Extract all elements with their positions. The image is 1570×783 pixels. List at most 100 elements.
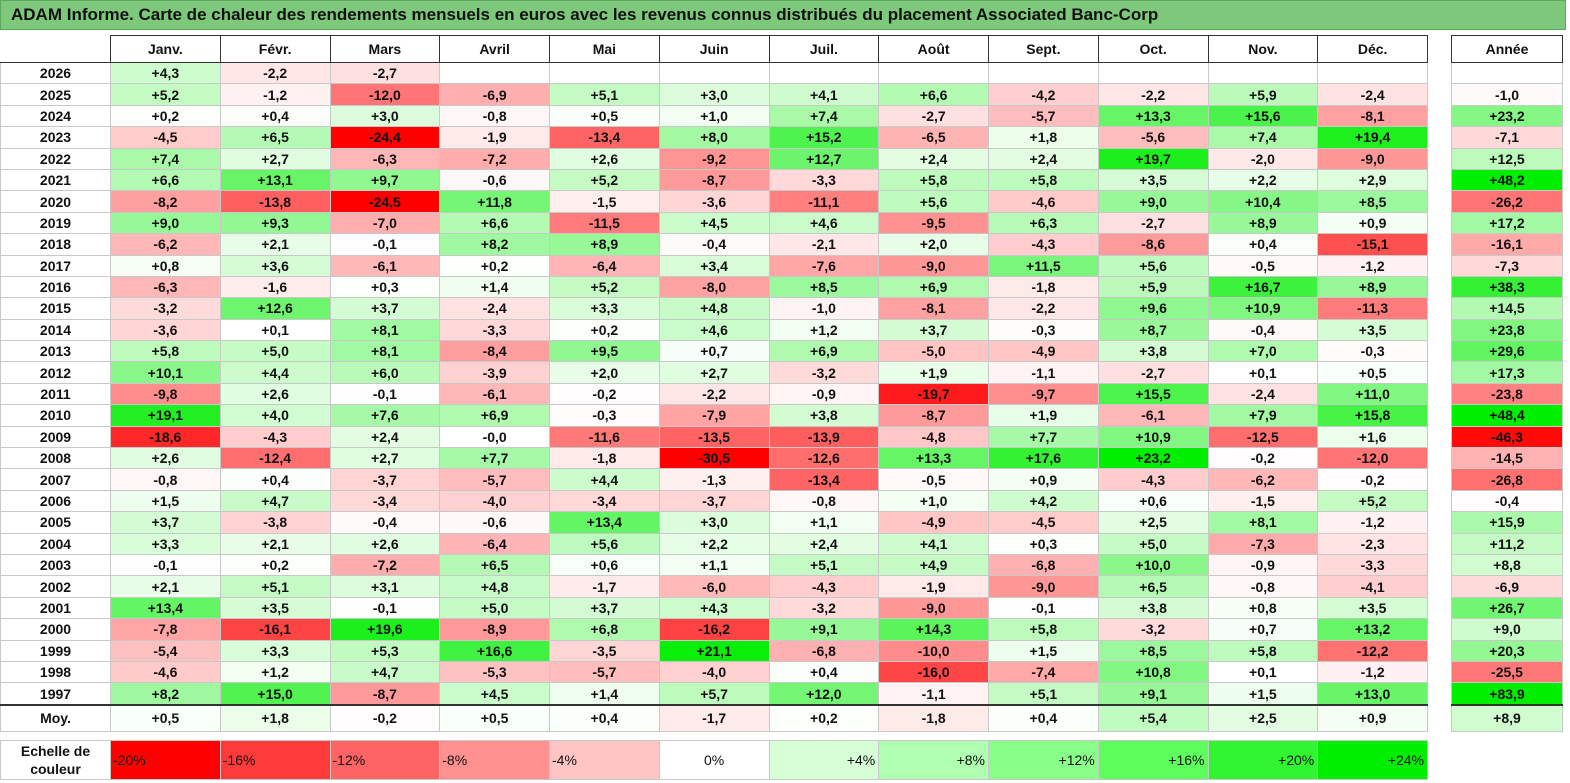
heatmap-cell: +1,5	[110, 489, 221, 513]
table-row: 2001 +13,4 +3,5 -0,1 +5,0 +3,7 +4,3 -3,2 -9,0 -0,…	[0, 596, 1428, 620]
annual-cell: +83,9	[1451, 682, 1563, 706]
scale-step: +24%	[1317, 740, 1428, 780]
heatmap-cell: -3,2	[110, 297, 221, 320]
heatmap-cell: +3,7	[110, 511, 221, 534]
heatmap-cell: -0,3	[1317, 340, 1428, 363]
heatmap-cell: -7,6	[768, 254, 880, 277]
annual-cell: +11,2	[1451, 532, 1563, 555]
heatmap-cell: -12,6	[768, 447, 880, 470]
heatmap-cell: -6,3	[110, 275, 221, 299]
average-cell: +0,2	[768, 703, 880, 732]
year-label: 1998	[0, 660, 111, 684]
heatmap-cell: +3,0	[658, 83, 770, 106]
heatmap-cell: -4,9	[878, 511, 989, 534]
heatmap-cell: +8,5	[1097, 639, 1209, 662]
heatmap-cell: +5,1	[549, 83, 660, 106]
heatmap-cell: +8,9	[1317, 275, 1428, 299]
scale-step: +16%	[1097, 740, 1209, 780]
heatmap-cell: +5,8	[988, 168, 1099, 192]
heatmap-cell: -4,2	[988, 83, 1099, 106]
heatmap-cell: +17,6	[988, 447, 1099, 470]
heatmap-cell: -24,5	[329, 190, 441, 213]
heatmap-cell: +6,6	[110, 168, 221, 192]
heatmap-cell: +3,7	[549, 596, 660, 620]
heatmap-cell: +2,7	[329, 447, 441, 470]
heatmap-cell: -9,0	[878, 596, 989, 620]
heatmap-cell: -3,4	[549, 489, 660, 513]
average-cell: +0,5	[110, 703, 221, 732]
heatmap-cell: +2,4	[329, 425, 441, 449]
table-row: 2005 +3,7 -3,8 -0,4 -0,6 +13,4 +3,0 +1,1 -4,9 -4,…	[0, 511, 1428, 534]
heatmap-cell: +5,3	[329, 639, 441, 662]
heatmap-cell: +9,5	[549, 340, 660, 363]
heatmap-cell: -0,2	[1207, 447, 1319, 470]
heatmap-cell: +5,2	[549, 168, 660, 192]
table-row: 2000 -7,8 -16,1 +19,6 -8,9 +6,8 -16,2 +9,1 +14,3…	[0, 618, 1428, 641]
heatmap-cell: +7,0	[1207, 340, 1319, 363]
annual-cell: -26,2	[1451, 190, 1563, 213]
column-header: Févr.	[219, 35, 331, 63]
heatmap-cell: -1,5	[1207, 489, 1319, 513]
year-label: 2010	[0, 404, 111, 427]
heatmap-cell	[549, 61, 660, 85]
heatmap-cell: -0,1	[110, 553, 221, 577]
heatmap-cell: -3,2	[768, 361, 880, 384]
heatmap-cell: +6,9	[878, 275, 989, 299]
heatmap-cell: +9,6	[1097, 297, 1209, 320]
heatmap-cell: -0,9	[768, 382, 880, 406]
heatmap-cell: +2,6	[219, 382, 331, 406]
heatmap-cell: +1,4	[439, 275, 550, 299]
heatmap-cell: -8,7	[658, 168, 770, 192]
table-row: 2004 +3,3 +2,1 +2,6 -6,4 +5,6 +2,2 +2,4 +4,1 +0,3…	[0, 532, 1428, 555]
heatmap-cell: -3,3	[1317, 553, 1428, 577]
table-row: 1999 -5,4 +3,3 +5,3 +16,6 -3,5 +21,1 -6,8 -10,0 +…	[0, 639, 1428, 662]
heatmap-cell: +5,2	[110, 83, 221, 106]
table-row: 2022 +7,4 +2,7 -6,3 -7,2 +2,6 -9,2 +12,7 +2,4 +2,…	[0, 147, 1428, 170]
heatmap-cell: -4,3	[768, 575, 880, 598]
heatmap-cell: +13,4	[549, 511, 660, 534]
heatmap-cell: -7,9	[658, 404, 770, 427]
heatmap-cell: -19,7	[878, 382, 989, 406]
heatmap-cell: +3,5	[1317, 318, 1428, 342]
heatmap-cell: -8,9	[439, 618, 550, 641]
year-label: 2002	[0, 575, 111, 598]
annual-cell: -14,5	[1451, 447, 1563, 470]
heatmap-cell: -3,6	[658, 190, 770, 213]
heatmap-cell: +7,7	[988, 425, 1099, 449]
heatmap-cell: +1,9	[878, 361, 989, 384]
annual-cell: -6,9	[1451, 575, 1563, 598]
year-label: 2008	[0, 447, 111, 470]
heatmap-cell: -8,7	[329, 682, 441, 706]
heatmap-cell: -12,0	[329, 83, 441, 106]
heatmap-cell: -11,6	[549, 425, 660, 449]
heatmap-cell: -7,2	[439, 147, 550, 170]
heatmap-cell: -4,0	[658, 660, 770, 684]
annual-cell: +38,3	[1451, 275, 1563, 299]
heatmap-cell: +3,8	[768, 404, 880, 427]
heatmap-cell: +4,1	[878, 532, 989, 555]
heatmap-cell: +0,3	[988, 532, 1099, 555]
heatmap-cell: -0,1	[329, 382, 441, 406]
year-label: 2023	[0, 126, 111, 149]
annual-cell: +9,0	[1451, 618, 1563, 641]
heatmap-cell: +10,8	[1097, 660, 1209, 684]
heatmap-cell: +4,3	[110, 61, 221, 85]
heatmap-cell: +5,8	[1207, 639, 1319, 662]
heatmap-cell: +15,2	[768, 126, 880, 149]
heatmap-cell: +4,9	[878, 553, 989, 577]
heatmap-cell: +1,2	[219, 660, 331, 684]
annual-cell: -26,8	[1451, 468, 1563, 491]
heatmap-cell: -8,0	[658, 275, 770, 299]
heatmap-cell: -7,8	[110, 618, 221, 641]
year-label: 2011	[0, 382, 111, 406]
heatmap-cell: +6,5	[1097, 575, 1209, 598]
heatmap-cell: +3,3	[219, 639, 331, 662]
annual-cell: -16,1	[1451, 233, 1563, 256]
heatmap-cell: +14,3	[878, 618, 989, 641]
year-label: 2025	[0, 83, 111, 106]
heatmap-cell: +8,0	[658, 126, 770, 149]
heatmap-cell: +4,1	[768, 83, 880, 106]
column-header: Avril	[439, 35, 550, 63]
heatmap-cell: -2,3	[1317, 532, 1428, 555]
heatmap-cell: +21,1	[658, 639, 770, 662]
